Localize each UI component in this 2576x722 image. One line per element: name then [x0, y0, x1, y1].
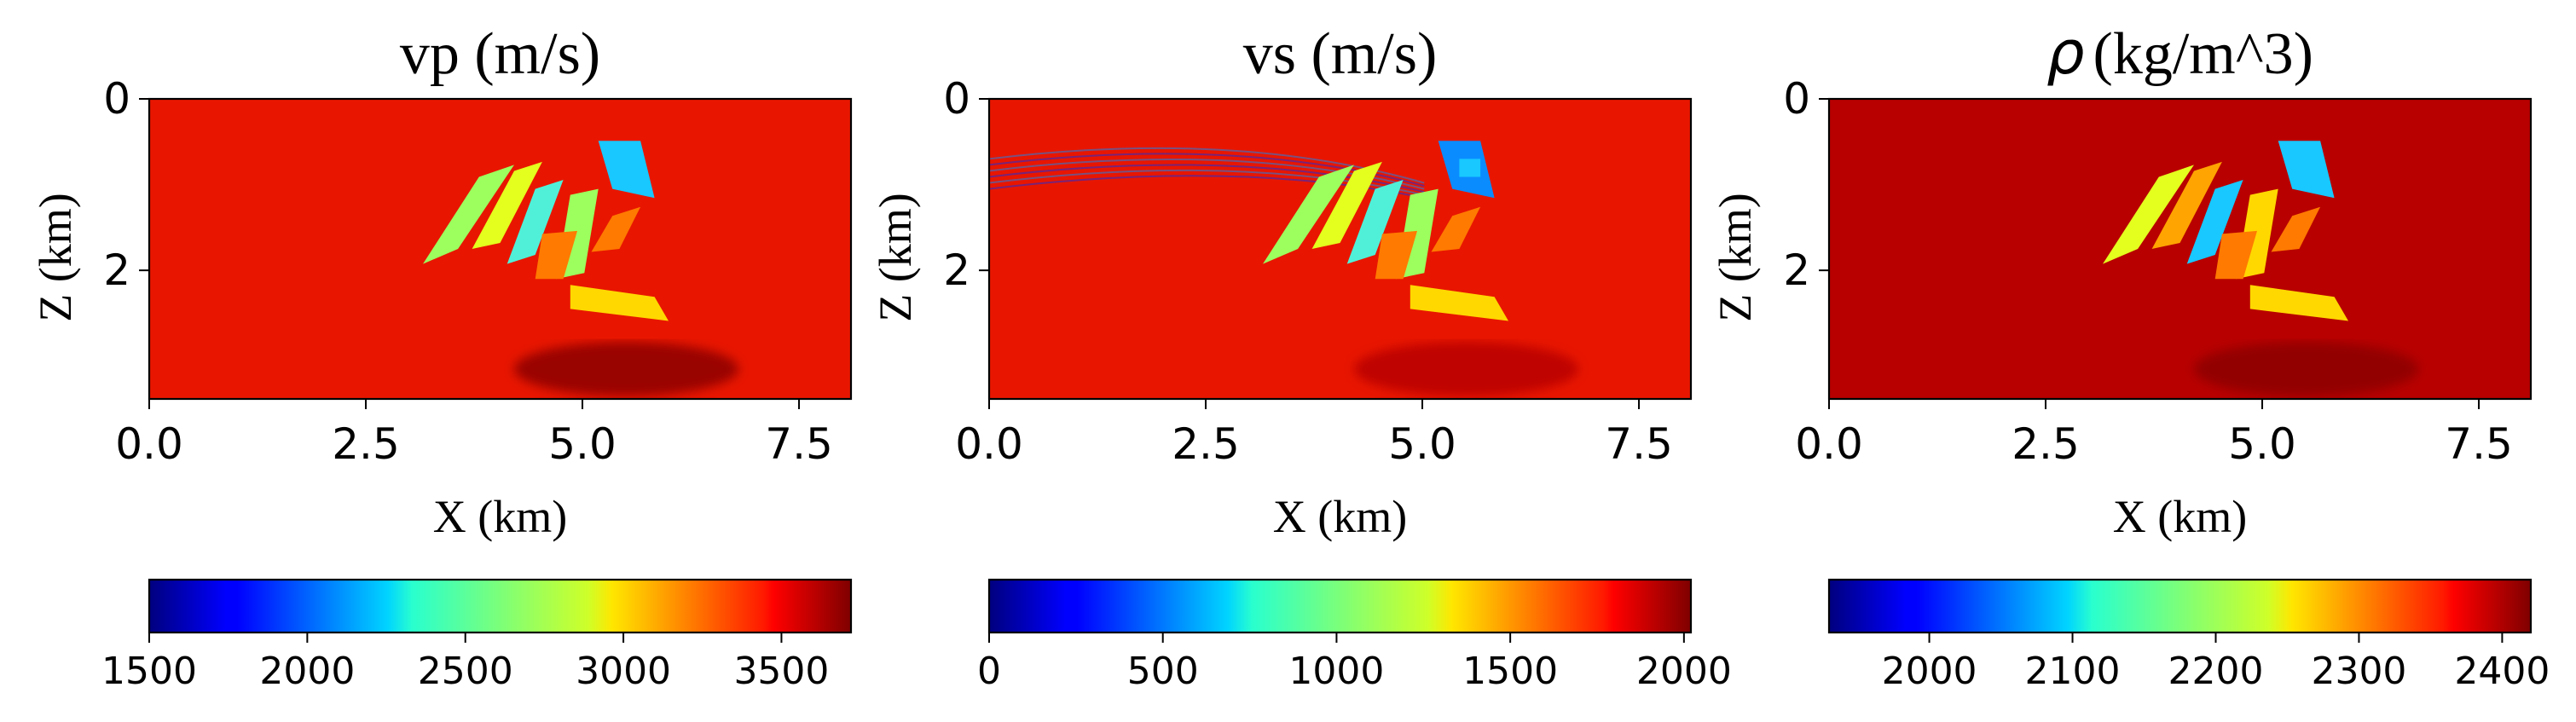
colorbar-tick-label: 1500	[101, 650, 197, 693]
colorbar-tick-label: 0	[977, 650, 1001, 693]
x-tick-label: 2.5	[1172, 419, 1240, 469]
x-tick-label: 5.0	[548, 419, 617, 469]
y-tick-label: 0	[943, 74, 970, 124]
colorbar-tick-label: 1000	[1288, 650, 1384, 693]
x-tick-label: 0.0	[955, 419, 1023, 469]
x-tick-label: 7.5	[2445, 419, 2513, 469]
colorbar-tick-label: 2500	[418, 650, 513, 693]
velocity-field	[149, 99, 851, 399]
y-axis-label: Z (km)	[1710, 193, 1761, 321]
colorbar-tick-label: 2300	[2311, 650, 2406, 693]
x-axis-label: X (km)	[2113, 491, 2247, 542]
x-tick-label: 7.5	[765, 419, 833, 469]
y-tick-label: 0	[103, 74, 130, 124]
x-tick-label: 2.5	[2012, 419, 2080, 469]
colorbar-tick-label: 2100	[2025, 650, 2121, 693]
colorbar-tick-label: 2000	[259, 650, 355, 693]
x-axis-label: X (km)	[433, 491, 567, 542]
x-axis-label: X (km)	[1273, 491, 1407, 542]
y-tick-label: 2	[943, 245, 970, 295]
panel-2: vs (m/s) 0.0 2.5 5.0 7.5 X (km) 0 2 Z (km) 0 500 10…	[870, 21, 1732, 693]
panel-title: vp (m/s)	[400, 21, 600, 87]
colorbar	[1827, 578, 2533, 634]
title-symbol: ρ	[2046, 18, 2084, 88]
plot-frame	[148, 97, 853, 401]
panel-3: ρ (kg/m^3) 0.0 2.5 5.0 7.5 X (km) 0 2 Z (km) 2000 2…	[1710, 18, 2550, 693]
velocity-field	[1829, 99, 2531, 399]
y-tick-label: 2	[1783, 245, 1810, 295]
title-text: (kg/m^3)	[2093, 21, 2313, 87]
colorbar-tick-label: 2200	[2168, 650, 2263, 693]
y-tick-label: 0	[1783, 74, 1810, 124]
x-tick-label: 0.0	[115, 419, 183, 469]
colorbar-tick-label: 2400	[2454, 650, 2550, 693]
colorbar-tick-label: 3000	[576, 650, 671, 693]
panel-title: ρ (kg/m^3)	[2046, 18, 2313, 88]
y-axis-label: Z (km)	[870, 193, 921, 321]
colorbar-tick-label: 2000	[1882, 650, 1977, 693]
x-tick-label: 0.0	[1795, 419, 1863, 469]
plot-frame	[987, 97, 1693, 401]
colorbar-tick-label: 2000	[1636, 650, 1732, 693]
x-tick-label: 2.5	[332, 419, 400, 469]
y-tick-label: 2	[103, 245, 130, 295]
colorbar	[987, 578, 1693, 634]
x-tick-label: 5.0	[2228, 419, 2296, 469]
colorbar	[148, 578, 853, 634]
x-tick-label: 7.5	[1605, 419, 1673, 469]
x-tick-label: 5.0	[1388, 419, 1456, 469]
panel-title: vs (m/s)	[1243, 21, 1438, 87]
panel-1: vp (m/s) 0.0 2.5 5.0 7.5 X (km) 0 2 Z (km) 1500 20…	[30, 21, 853, 693]
colorbar-tick-label: 500	[1127, 650, 1199, 693]
velocity-field	[989, 99, 1691, 399]
y-axis-label: Z (km)	[30, 193, 81, 321]
plot-frame	[1827, 97, 2533, 401]
colorbar-tick-label: 1500	[1462, 650, 1558, 693]
colorbar-tick-label: 3500	[733, 650, 829, 693]
